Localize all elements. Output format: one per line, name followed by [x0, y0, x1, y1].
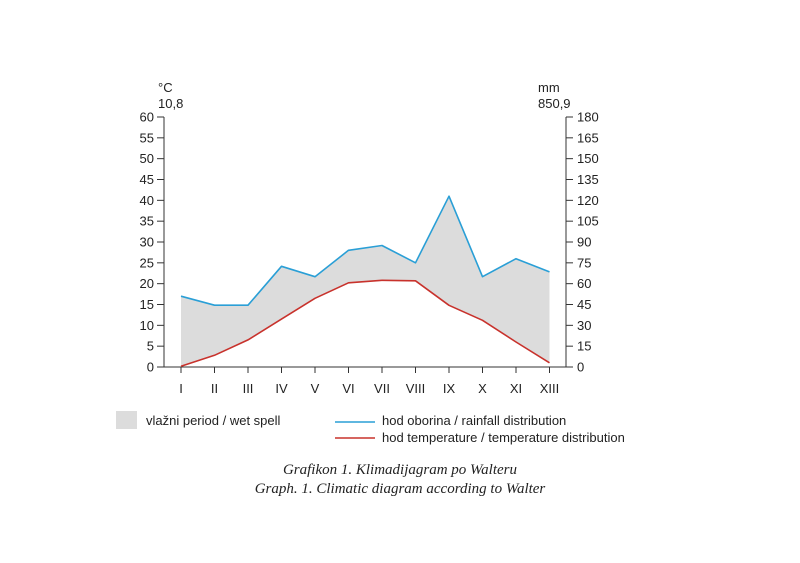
x-axis-tick-label: IX: [443, 381, 456, 396]
right-axis-tick-label: 15: [577, 339, 591, 354]
left-axis-annual-value: 10,8: [158, 96, 183, 111]
right-axis-unit: mm: [538, 80, 560, 95]
right-axis-tick-label: 75: [577, 255, 591, 270]
right-axis-tick-label: 105: [577, 214, 599, 229]
axes-layer: 0 5 10 15 20 25 30 35 40 45 50 55 60 0 15 30 45 60 75 90 105…: [140, 110, 599, 397]
x-axis-tick-label: III: [243, 381, 254, 396]
x-axis-tick-label: VII: [374, 381, 390, 396]
figure-caption-english: Graph. 1. Climatic diagram according to …: [254, 481, 546, 497]
right-axis-tick-label: 135: [577, 172, 599, 187]
left-axis-tick-label: 40: [140, 193, 154, 208]
right-axis-tick-label: 150: [577, 151, 599, 166]
x-axis-tick-label: VIII: [406, 381, 426, 396]
climate-diagram: 0 5 10 15 20 25 30 35 40 45 50 55 60 0 15 30 45 60 75 90 105…: [116, 80, 625, 445]
left-axis-tick-label: 10: [140, 318, 154, 333]
right-axis-tick-label: 30: [577, 318, 591, 333]
left-axis-tick-label: 5: [147, 339, 154, 354]
x-axis-tick-label: XI: [510, 381, 522, 396]
right-axis-tick-label: 60: [577, 276, 591, 291]
temperature-line: [180, 279, 550, 367]
x-axis-tick-label: XIII: [540, 381, 560, 396]
x-axis-tick-label: IV: [275, 381, 288, 396]
left-axis-tick-label: 20: [140, 276, 154, 291]
left-axis-tick-label: 30: [140, 235, 154, 250]
right-axis-annual-value: 850,9: [538, 96, 571, 111]
right-axis-tick-label: 180: [577, 110, 599, 125]
left-axis-tick-label: 15: [140, 297, 154, 312]
left-axis-tick-label: 25: [140, 255, 154, 270]
rainfall-line: [180, 195, 550, 307]
left-axis-unit: °C: [158, 80, 173, 95]
right-axis-tick-label: 90: [577, 235, 591, 250]
legend-temperature-label: hod temperature / temperature distributi…: [382, 430, 625, 445]
x-axis-tick-label: I: [179, 381, 183, 396]
legend-rainfall-label: hod oborina / rainfall distribution: [382, 413, 566, 428]
left-axis-tick-label: 0: [147, 360, 154, 375]
figure-caption-croatian: Grafikon 1. Klimadijagram po Walteru: [282, 462, 518, 478]
right-axis-tick-label: 45: [577, 297, 591, 312]
legend-wet-spell-label: vlažni period / wet spell: [146, 413, 281, 428]
right-axis-tick-label: 120: [577, 193, 599, 208]
x-axis-tick-label: V: [311, 381, 320, 396]
left-axis-tick-label: 55: [140, 130, 154, 145]
left-axis-tick-label: 35: [140, 214, 154, 229]
right-axis-tick-label: 0: [577, 360, 584, 375]
left-axis-tick-label: 50: [140, 151, 154, 166]
x-axis-tick-label: X: [478, 381, 487, 396]
right-axis-tick-label: 165: [577, 130, 599, 145]
x-axis-tick-label: II: [211, 381, 218, 396]
legend: vlažni period / wet spell hod oborina / …: [116, 411, 625, 445]
left-axis-tick-label: 45: [140, 172, 154, 187]
series-layer: [180, 195, 550, 367]
x-axis-tick-label: VI: [342, 381, 354, 396]
legend-wet-spell-swatch: [116, 411, 137, 429]
left-axis-tick-label: 60: [140, 110, 154, 125]
